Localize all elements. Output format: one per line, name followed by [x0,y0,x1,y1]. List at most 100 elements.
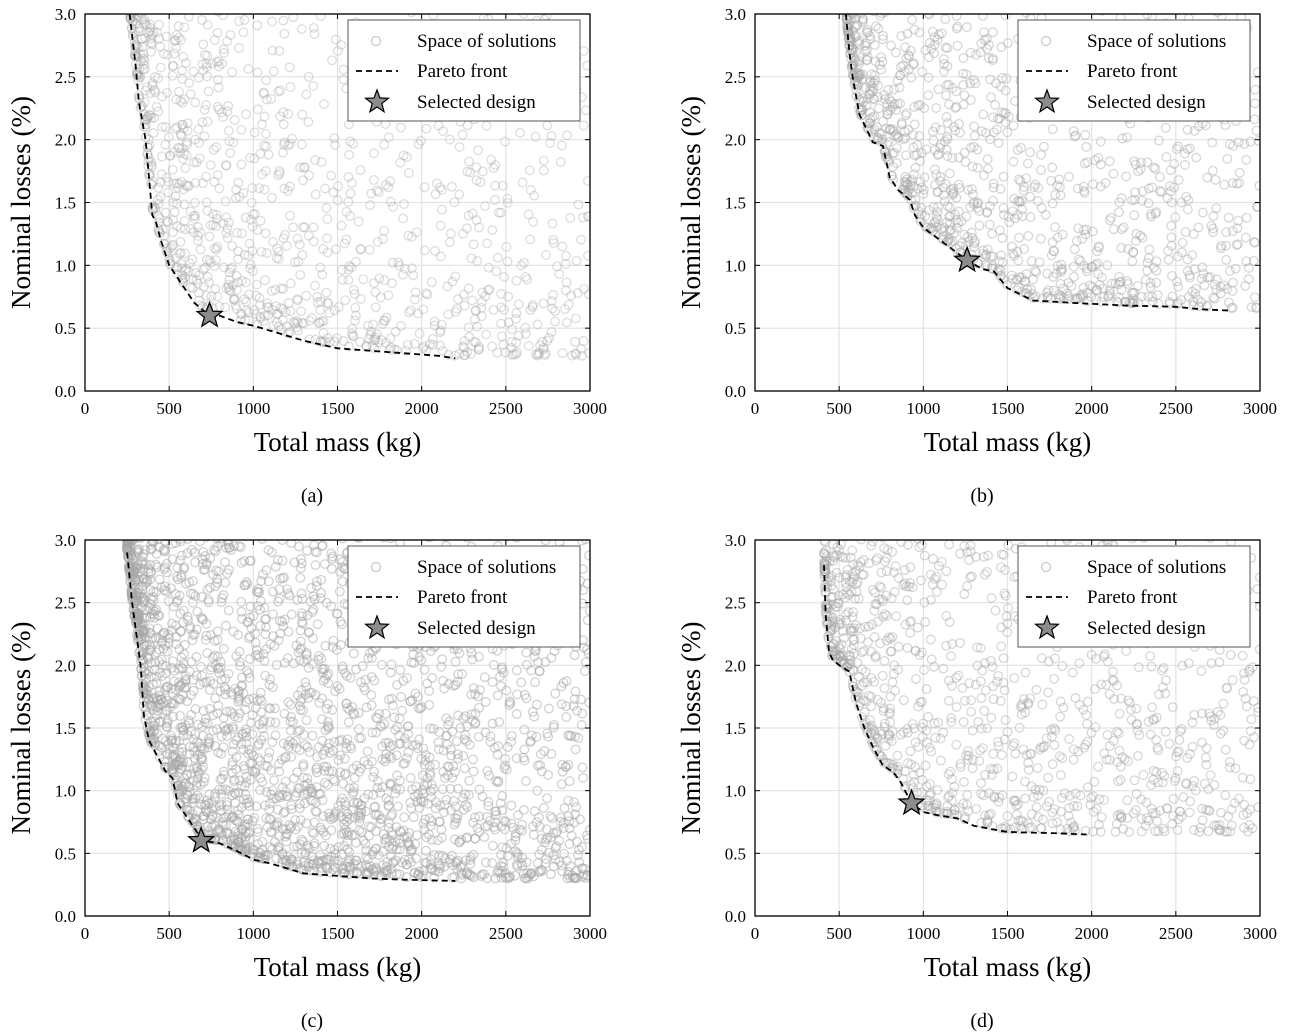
solution-point [144,728,155,739]
solution-point [309,866,319,876]
solution-point [144,623,155,634]
solution-point [415,135,426,146]
solution-point [176,131,187,142]
solution-point [333,755,344,765]
solution-point [901,174,912,185]
solution-point [323,699,334,709]
solution-point [542,120,553,131]
solution-point [1041,801,1052,812]
solution-point [889,99,900,110]
solution-point [831,636,842,646]
solution-point [1205,272,1216,282]
solution-point [159,238,170,249]
solution-point [415,793,426,804]
solution-point [144,153,154,163]
solution-point [1248,255,1259,266]
solution-point [285,711,296,722]
solution-point [370,334,381,345]
solution-point [872,14,877,15]
solution-point [446,181,457,192]
solution-point [179,22,190,33]
solution-point [283,697,294,708]
solution-point [1113,776,1124,787]
solution-point [182,125,193,136]
solution-point [466,253,477,264]
solution-point [569,650,580,661]
solution-point [267,16,278,27]
solution-point [296,834,307,845]
solution-point [385,667,396,678]
solution-point [162,216,173,227]
solution-point [306,583,317,593]
solution-point [541,854,552,864]
solution-point [296,24,307,35]
solution-point [848,70,859,81]
solution-point [448,796,459,806]
solution-point [913,100,924,111]
solution-point [150,559,161,570]
solution-point [372,236,383,247]
solution-point [260,275,270,286]
solution-point [881,150,891,160]
solution-point [865,75,876,86]
solution-point [156,169,167,180]
solution-point [476,296,487,307]
y-tick-label: 1.0 [55,782,76,801]
solution-point [917,66,928,77]
solution-point [529,711,540,722]
solution-point [182,730,193,741]
solution-point [978,109,989,120]
solution-point [261,94,272,105]
solution-point [172,122,183,133]
solution-point [569,694,580,705]
solution-point [409,338,420,349]
solution-point [929,39,940,50]
solution-point [868,77,879,88]
solution-point [464,331,475,342]
solution-point [125,14,136,23]
solution-point [234,191,245,202]
solution-point [834,649,845,660]
solution-point [322,247,333,258]
solution-point [355,244,366,255]
solution-point [257,569,268,580]
solution-point [189,763,199,774]
solution-point [282,584,293,595]
solution-point [947,152,958,163]
solution-point [217,830,228,841]
solution-point [989,127,999,138]
solution-point [900,110,911,121]
solution-point [428,784,439,794]
solution-point [1175,726,1186,737]
solution-point [517,177,528,188]
solution-point [177,270,188,281]
solution-point [375,292,386,303]
solution-point [937,579,947,590]
solution-point [1249,114,1260,125]
solution-point [518,868,529,879]
solution-point [204,736,214,747]
solution-point [1188,300,1199,311]
solution-point [203,597,214,608]
solution-point [905,45,916,56]
solution-point [1143,291,1154,302]
solution-point [466,709,477,720]
solution-point [145,560,156,570]
solution-point [560,762,571,772]
solution-point [399,758,410,769]
solution-point [155,192,166,203]
solution-point [177,120,188,130]
solution-point [419,664,430,675]
solution-point [346,178,357,189]
solution-point [1008,156,1019,167]
solution-point [868,83,879,94]
solution-point [841,609,852,620]
solution-point [899,126,910,137]
solution-point [255,596,266,607]
solution-point [280,307,291,317]
solution-point [405,772,416,783]
solution-point [880,14,890,18]
solution-point [400,263,411,274]
solution-point [125,562,136,573]
